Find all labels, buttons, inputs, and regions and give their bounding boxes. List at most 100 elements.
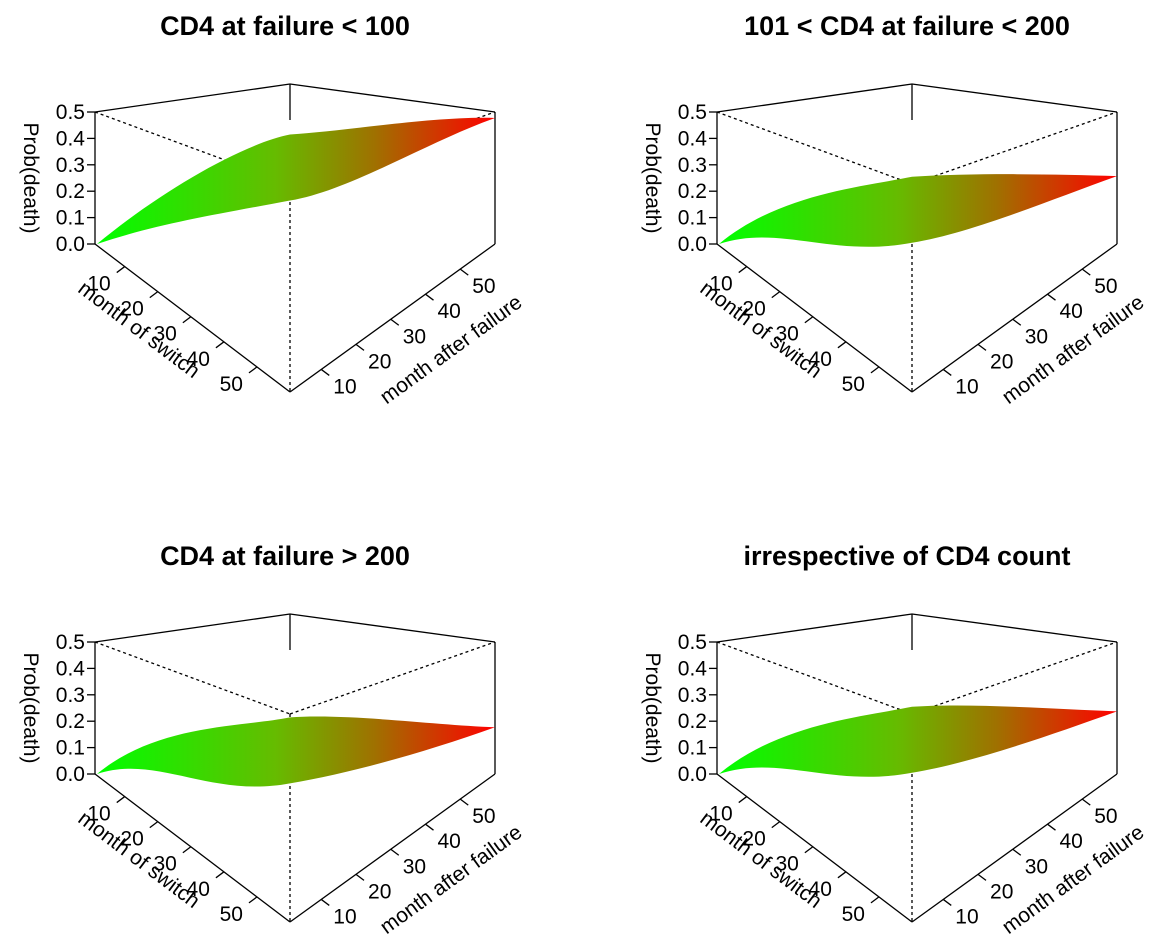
x-tick-label: 40 [809,878,832,901]
y-tick-mark [355,873,365,881]
y-tick-label: 30 [403,325,426,348]
x-tick-mark [804,316,814,324]
z-tick-label: 0.5 [678,631,707,654]
z-axis-label: Prob(death) [641,653,664,764]
z-tick-label: 0.5 [56,631,85,654]
z-tick-label: 0.4 [678,127,708,150]
box-hidden-diag-right [911,641,1118,715]
z-axis-label: Prob(death) [19,123,42,234]
x-tick-label: 40 [187,878,210,901]
panel-title: 101 < CD4 at failure < 200 [744,11,1070,41]
box-hidden-diag-right [911,111,1118,185]
box-edge-top-left [94,83,291,113]
y-tick-label: 40 [438,300,461,323]
panel-3: CD4 at failure > 200 0.0 0.1 0.2 0.3 0.4 0.5 Pr… [19,541,526,939]
box-edge-front-left [94,243,291,393]
x-tick-label: 20 [120,828,143,851]
box-edge-front-right [911,773,1118,923]
box-edge-front-left [94,773,291,923]
x-axis-label: month of switch [696,277,826,383]
y-tick-label: 50 [472,275,495,298]
x-tick-mark [771,291,781,299]
y-tick-label: 40 [1060,300,1083,323]
y-tick-mark [977,343,987,351]
x-tick-label: 20 [742,828,765,851]
x-tick-mark [837,871,847,879]
z-tick-label: 0.2 [678,710,707,733]
z-tick-label: 0.0 [678,763,707,786]
y-tick-label: 50 [472,805,495,828]
y-tick-mark [977,873,987,881]
y-tick-label: 30 [403,855,426,878]
y-tick-mark [459,268,469,276]
box-edge-top-left [94,613,291,643]
y-tick-label: 30 [1025,855,1048,878]
z-tick-label: 0.3 [678,684,707,707]
z-tick-label: 0.1 [56,207,85,230]
y-tick-mark [1012,318,1022,326]
x-tick-mark [248,366,258,374]
x-tick-mark [804,846,814,854]
x-tick-mark [870,366,880,374]
y-tick-mark [320,368,330,376]
box-hidden-diag-left [716,641,913,715]
z-tick-label: 0.0 [56,763,85,786]
y-tick-mark [459,798,469,806]
x-tick-mark [870,896,880,904]
z-tick-label: 0.2 [56,180,85,203]
x-tick-label: 10 [87,803,110,826]
y-tick-label: 10 [955,905,978,928]
panel-2: 101 < CD4 at failure < 200 0.0 0.1 0.2 0.3 0.… [641,11,1148,409]
z-tick-label: 0.3 [56,684,85,707]
y-tick-mark [1012,848,1022,856]
z-tick-label: 0.2 [56,710,85,733]
y-tick-label: 20 [990,350,1013,373]
z-tick-label: 0.2 [678,180,707,203]
z-tick-label: 0.4 [678,657,708,680]
x-tick-label: 30 [775,853,798,876]
x-tick-label: 10 [87,273,110,296]
y-tick-mark [390,318,400,326]
x-tick-label: 10 [709,803,732,826]
box-edge-top-right [289,613,496,643]
x-tick-mark [771,821,781,829]
probability-surface [97,117,495,244]
y-tick-mark [1081,268,1091,276]
panel-title: CD4 at failure > 200 [160,541,410,571]
z-tick-label: 0.1 [678,207,707,230]
y-tick-label: 50 [1094,275,1117,298]
box-hidden-diag-right [289,641,496,715]
z-axis-label: Prob(death) [19,653,42,764]
z-tick-label: 0.5 [56,101,85,124]
y-tick-mark [1081,798,1091,806]
y-tick-mark [425,293,434,301]
x-tick-mark [248,896,258,904]
x-tick-mark [738,266,748,274]
probability-surface [719,174,1117,247]
probability-surface [719,705,1117,777]
y-tick-label: 50 [1094,805,1117,828]
box-edge-top-right [911,83,1118,113]
z-tick-label: 0.3 [56,154,85,177]
panel-4: irrespective of CD4 count 0.0 0.1 0.2 0.3 0.4… [641,541,1148,939]
y-tick-mark [320,898,330,906]
z-tick-label: 0.3 [678,154,707,177]
y-tick-mark [942,898,952,906]
box-edge-front-left [716,773,913,923]
panel-title: irrespective of CD4 count [743,541,1070,571]
y-tick-mark [1047,823,1056,831]
z-axis-label: Prob(death) [641,123,664,234]
x-tick-label: 50 [842,373,865,396]
x-tick-label: 50 [220,903,243,926]
box-edge-front-right [289,243,496,393]
box-edge-top-right [911,613,1118,643]
box-edge-top-left [716,613,913,643]
z-tick-label: 0.0 [678,233,707,256]
y-tick-label: 20 [368,880,391,903]
y-tick-label: 20 [990,880,1013,903]
x-tick-label: 20 [120,298,143,321]
y-tick-label: 10 [333,375,356,398]
x-axis-label: month of switch [696,807,826,913]
box-edge-top-left [716,83,913,113]
probability-surface [97,716,495,787]
